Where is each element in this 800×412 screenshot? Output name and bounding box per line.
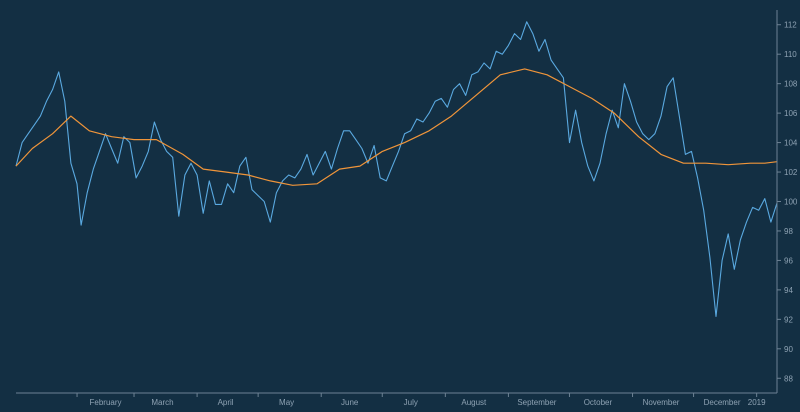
- y-tick-label: 94: [784, 286, 793, 295]
- x-tick-label: November: [643, 398, 680, 407]
- y-tick-label: 92: [784, 315, 793, 324]
- y-tick-label: 104: [784, 139, 798, 148]
- x-tick-label: August: [461, 398, 487, 407]
- y-tick-label: 102: [784, 168, 798, 177]
- y-tick-label: 110: [784, 50, 797, 59]
- y-tick-label: 88: [784, 374, 793, 383]
- series-line-1: [15, 21, 778, 317]
- y-tick-label: 106: [784, 109, 798, 118]
- y-tick-label: 98: [784, 227, 793, 236]
- x-tick-label: June: [341, 398, 359, 407]
- x-tick-label: 2019: [748, 398, 766, 407]
- x-tick-label: December: [704, 398, 741, 407]
- x-tick-label: March: [151, 398, 173, 407]
- y-axis-ticks: 88 90 92 94 96 98 100 102 104 106 108 110 112: [777, 21, 798, 383]
- y-tick-label: 96: [784, 256, 793, 265]
- x-tick-label: July: [404, 398, 418, 407]
- series-lines: [15, 21, 778, 317]
- y-tick-label: 100: [784, 198, 798, 207]
- x-tick-label: September: [517, 398, 556, 407]
- x-tick-label: April: [218, 398, 234, 407]
- y-tick-label: 108: [784, 80, 798, 89]
- x-tick-label: October: [584, 398, 613, 407]
- x-tick-label: May: [279, 398, 294, 407]
- series-line-2: [15, 68, 778, 186]
- y-tick-label: 90: [784, 345, 793, 354]
- y-tick-label: 112: [784, 21, 797, 30]
- x-axis-ticks: February March April May June July August Septe…: [76, 393, 766, 407]
- x-tick-label: February: [90, 398, 122, 407]
